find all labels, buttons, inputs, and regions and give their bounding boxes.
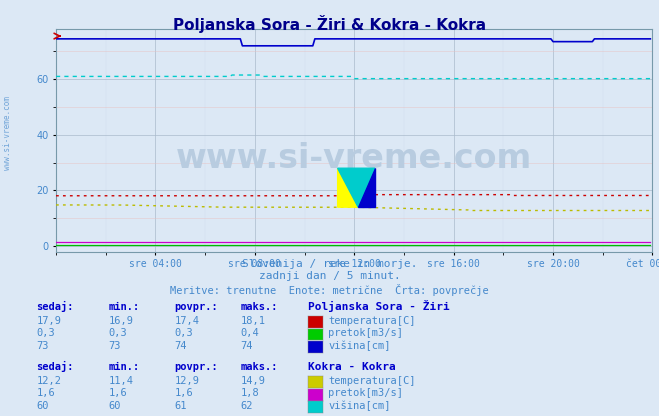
Text: 16,9: 16,9 bbox=[109, 316, 134, 326]
Text: povpr.:: povpr.: bbox=[175, 362, 218, 372]
Text: 12,9: 12,9 bbox=[175, 376, 200, 386]
Text: zadnji dan / 5 minut.: zadnji dan / 5 minut. bbox=[258, 271, 401, 281]
Text: 17,9: 17,9 bbox=[36, 316, 61, 326]
Text: 1,6: 1,6 bbox=[109, 389, 127, 399]
Text: 60: 60 bbox=[109, 401, 121, 411]
Text: 73: 73 bbox=[36, 341, 49, 351]
Text: 11,4: 11,4 bbox=[109, 376, 134, 386]
Text: 0,3: 0,3 bbox=[109, 328, 127, 338]
Text: 62: 62 bbox=[241, 401, 253, 411]
Text: 0,4: 0,4 bbox=[241, 328, 259, 338]
Text: www.si-vreme.com: www.si-vreme.com bbox=[3, 96, 13, 170]
Polygon shape bbox=[337, 168, 358, 207]
Text: min.:: min.: bbox=[109, 302, 140, 312]
Polygon shape bbox=[358, 168, 375, 207]
Text: 12,2: 12,2 bbox=[36, 376, 61, 386]
Text: 73: 73 bbox=[109, 341, 121, 351]
Text: maks.:: maks.: bbox=[241, 362, 278, 372]
Text: 1,8: 1,8 bbox=[241, 389, 259, 399]
Text: Kokra - Kokra: Kokra - Kokra bbox=[308, 362, 396, 372]
Text: min.:: min.: bbox=[109, 362, 140, 372]
Text: temperatura[C]: temperatura[C] bbox=[328, 316, 416, 326]
Text: Poljanska Sora - Žiri & Kokra - Kokra: Poljanska Sora - Žiri & Kokra - Kokra bbox=[173, 15, 486, 32]
Text: 61: 61 bbox=[175, 401, 187, 411]
Text: 74: 74 bbox=[175, 341, 187, 351]
Text: 18,1: 18,1 bbox=[241, 316, 266, 326]
Text: Slovenija / reke in morje.: Slovenija / reke in morje. bbox=[242, 259, 417, 269]
Text: višina[cm]: višina[cm] bbox=[328, 401, 391, 411]
Text: pretok[m3/s]: pretok[m3/s] bbox=[328, 389, 403, 399]
Text: 60: 60 bbox=[36, 401, 49, 411]
Text: maks.:: maks.: bbox=[241, 302, 278, 312]
Text: temperatura[C]: temperatura[C] bbox=[328, 376, 416, 386]
Text: 0,3: 0,3 bbox=[175, 328, 193, 338]
Text: 0,3: 0,3 bbox=[36, 328, 55, 338]
Text: www.si-vreme.com: www.si-vreme.com bbox=[176, 142, 532, 175]
Text: 1,6: 1,6 bbox=[36, 389, 55, 399]
Text: sedaj:: sedaj: bbox=[36, 361, 74, 372]
Polygon shape bbox=[337, 168, 375, 207]
Text: višina[cm]: višina[cm] bbox=[328, 340, 391, 351]
Text: Meritve: trenutne  Enote: metrične  Črta: povprečje: Meritve: trenutne Enote: metrične Črta: … bbox=[170, 284, 489, 296]
Text: 14,9: 14,9 bbox=[241, 376, 266, 386]
Text: pretok[m3/s]: pretok[m3/s] bbox=[328, 328, 403, 338]
Text: Poljanska Sora - Žiri: Poljanska Sora - Žiri bbox=[308, 300, 450, 312]
Text: 1,6: 1,6 bbox=[175, 389, 193, 399]
Text: 74: 74 bbox=[241, 341, 253, 351]
Text: povpr.:: povpr.: bbox=[175, 302, 218, 312]
Text: sedaj:: sedaj: bbox=[36, 301, 74, 312]
Text: 17,4: 17,4 bbox=[175, 316, 200, 326]
